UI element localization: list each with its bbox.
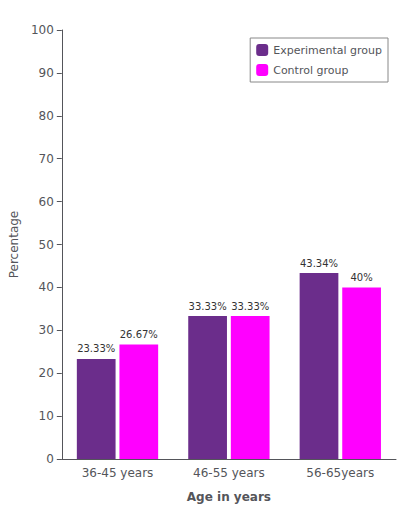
svg-text:46-55 years: 46-55 years: [193, 466, 265, 480]
svg-text:23.33%: 23.33%: [77, 343, 115, 354]
svg-text:43.34%: 43.34%: [300, 258, 338, 269]
svg-text:26.67%: 26.67%: [120, 329, 158, 340]
svg-text:Age in years: Age in years: [187, 490, 271, 504]
svg-text:40%: 40%: [350, 272, 372, 283]
svg-text:Experimental group: Experimental group: [273, 44, 382, 57]
svg-text:40: 40: [39, 280, 54, 294]
svg-text:100: 100: [31, 23, 54, 37]
svg-text:Control group: Control group: [273, 64, 348, 77]
svg-text:30: 30: [39, 323, 54, 337]
svg-text:56-65years: 56-65years: [306, 466, 374, 480]
svg-text:90: 90: [39, 66, 54, 80]
svg-text:33.33%: 33.33%: [189, 301, 227, 312]
svg-text:50: 50: [39, 238, 54, 252]
svg-text:70: 70: [39, 152, 54, 166]
svg-text:20: 20: [39, 366, 54, 380]
svg-text:33.33%: 33.33%: [231, 301, 269, 312]
svg-text:36-45 years: 36-45 years: [82, 466, 154, 480]
svg-text:80: 80: [39, 109, 54, 123]
svg-text:0: 0: [46, 452, 54, 466]
svg-text:60: 60: [39, 195, 54, 209]
svg-text:Percentage: Percentage: [7, 211, 21, 279]
svg-text:10: 10: [39, 409, 54, 423]
